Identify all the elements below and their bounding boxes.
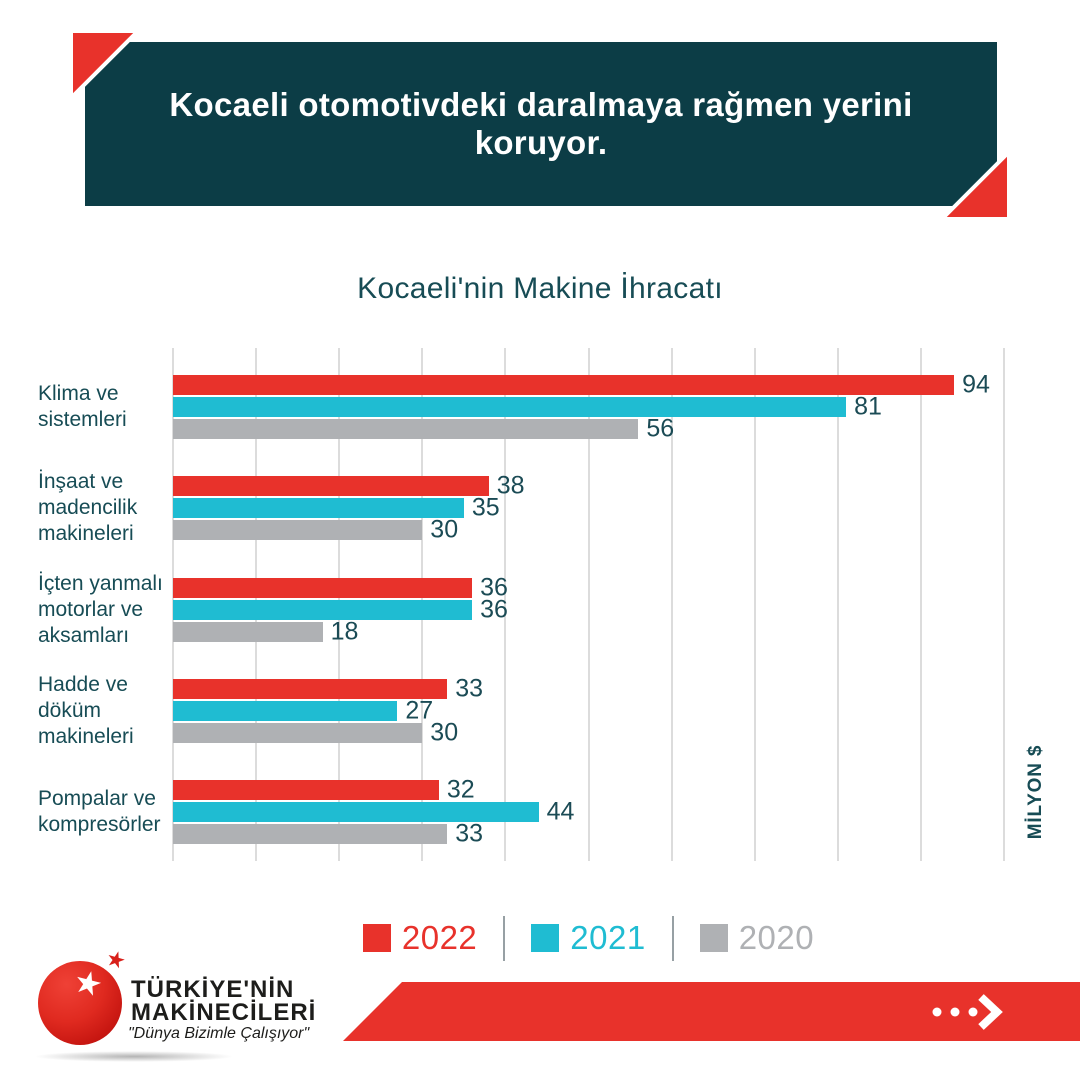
bar-value-label: 44 xyxy=(546,797,575,826)
chart-legend: 2022 2021 2020 xyxy=(173,910,1004,966)
bar-2020 xyxy=(173,722,423,743)
bar-value-label: 18 xyxy=(330,617,359,646)
legend-label: 2020 xyxy=(738,919,815,956)
axis-unit-label: MİLYON $ xyxy=(1025,744,1046,840)
red-globe-icon xyxy=(38,961,122,1045)
gridline xyxy=(919,348,922,861)
bar-2021 xyxy=(173,700,398,721)
bar-2021 xyxy=(173,397,847,417)
legend-swatch-icon xyxy=(699,924,728,952)
headline-text: Kocaeli otomotivdeki daralmaya rağmen ye… xyxy=(169,86,913,161)
bar-2021 xyxy=(173,599,473,620)
category-label: İnşaat ve madencilik makineleri xyxy=(38,470,138,546)
legend-item-2021: 2021 xyxy=(531,919,645,957)
corner-accent-bottom-right-icon xyxy=(942,152,1009,219)
brand-logo: ★ ★ TÜRKİYE'NİN MAKİNECİLERİ "Dünya Bizi… xyxy=(0,945,330,1070)
bar-value-label: 36 xyxy=(480,595,508,624)
legend-item-2022: 2022 xyxy=(362,919,478,957)
legend-divider xyxy=(503,915,506,961)
bar-value-label: 94 xyxy=(962,370,990,399)
legend-label: 2021 xyxy=(570,919,646,956)
bar-2022 xyxy=(173,780,439,801)
gridline xyxy=(1003,348,1005,861)
logo-slogan: "Dünya Bizimle Çalışıyor" xyxy=(128,1025,310,1042)
bar-2020 xyxy=(173,621,323,642)
bar-value-label: 33 xyxy=(455,819,484,848)
gridline xyxy=(753,348,756,861)
category-label: Pompalar ve kompresörler xyxy=(38,787,161,837)
logo-title-line1: TÜRKİYE'NİN xyxy=(131,976,295,1003)
bar-value-label: 36 xyxy=(480,573,508,602)
gridline xyxy=(504,348,507,861)
bar-value-label: 32 xyxy=(446,775,475,804)
gridline xyxy=(587,348,590,861)
headline-banner: Kocaeli otomotivdeki daralmaya rağmen ye… xyxy=(85,42,997,206)
legend-divider xyxy=(671,915,674,961)
gridline xyxy=(836,348,839,861)
legend-item-2020: 2020 xyxy=(699,919,815,957)
bar-2021 xyxy=(173,498,464,519)
bar-value-label: 33 xyxy=(455,674,484,703)
bar-value-label: 30 xyxy=(430,515,459,544)
bar-2020 xyxy=(173,419,639,439)
bar-value-label: 38 xyxy=(496,471,525,500)
category-label: İçten yanmalı motorlar ve aksamları xyxy=(38,571,163,647)
bar-2022 xyxy=(173,577,473,598)
small-red-star-icon: ★ xyxy=(103,944,129,975)
logo-title-line2: MAKİNECİLERİ xyxy=(131,999,317,1026)
next-arrow-icon[interactable] xyxy=(915,993,1011,1031)
category-label: Klima ve sistemleri xyxy=(38,382,127,431)
bar-2022 xyxy=(173,476,489,497)
bar-2020 xyxy=(173,520,423,541)
logo-shadow xyxy=(34,1051,234,1062)
chart-title: Kocaeli'nin Makine İhracatı xyxy=(357,272,723,305)
category-label: Hadde ve döküm makineleri xyxy=(38,672,134,748)
legend-swatch-icon xyxy=(362,924,391,952)
bar-value-label: 27 xyxy=(405,696,434,725)
bar-value-label: 81 xyxy=(854,392,882,421)
bar-value-label: 30 xyxy=(430,718,459,747)
legend-swatch-icon xyxy=(531,924,560,952)
bar-2020 xyxy=(173,824,448,845)
bar-2021 xyxy=(173,802,539,823)
corner-accent-top-left-icon xyxy=(71,31,138,98)
gridline xyxy=(670,348,673,861)
bar-value-label: 56 xyxy=(646,414,675,443)
legend-label: 2022 xyxy=(401,919,478,956)
bar-value-label: 35 xyxy=(471,493,500,522)
bar-2022 xyxy=(173,678,448,699)
bar-2022 xyxy=(173,375,955,395)
